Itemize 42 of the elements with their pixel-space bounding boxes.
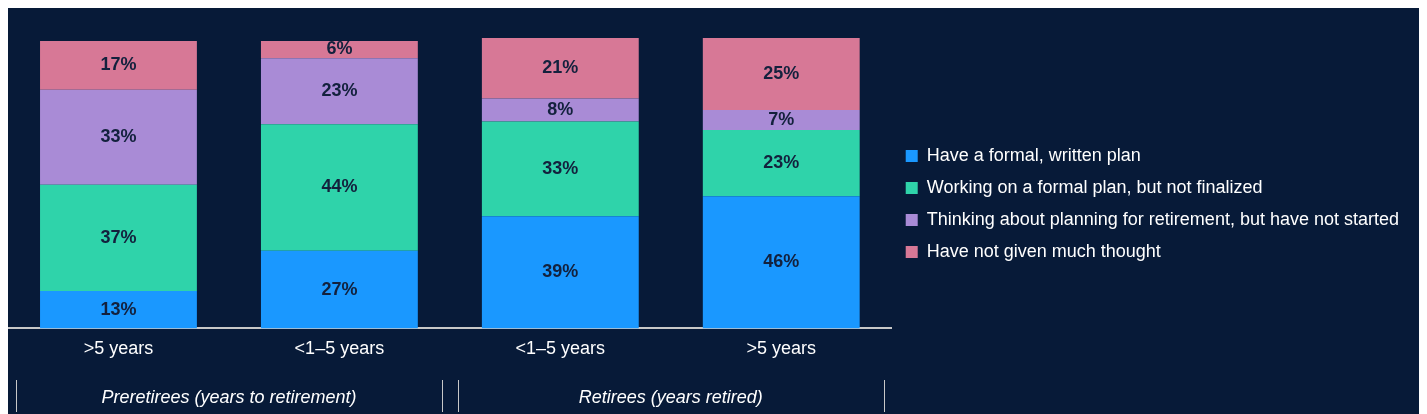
legend-label: Working on a formal plan, but not finalized bbox=[926, 176, 1263, 197]
x-tick-label: >5 years bbox=[83, 338, 154, 359]
bar bbox=[40, 40, 197, 90]
x-tick-label: <1–5 years bbox=[515, 338, 606, 359]
bar bbox=[40, 291, 197, 329]
data-label: 13% bbox=[100, 298, 137, 319]
data-label: 23% bbox=[763, 152, 800, 173]
bar bbox=[481, 121, 639, 217]
data-label: 46% bbox=[763, 251, 800, 272]
data-label: 23% bbox=[321, 80, 358, 101]
data-label: 8% bbox=[547, 98, 574, 119]
bar bbox=[260, 124, 418, 251]
bar bbox=[702, 109, 860, 131]
bar bbox=[702, 38, 860, 110]
data-label: 21% bbox=[542, 57, 579, 78]
data-label: 33% bbox=[542, 157, 579, 178]
text: Preretirees (years to retirement) bbox=[101, 387, 357, 407]
bar bbox=[40, 184, 197, 292]
legend-label: Thinking about planning for retirement, but have not started bbox=[926, 208, 1400, 229]
bar bbox=[260, 40, 418, 59]
bar bbox=[702, 130, 860, 197]
text: Retirees (years retired) bbox=[578, 387, 763, 407]
data-label: 6% bbox=[326, 38, 353, 59]
data-label: 25% bbox=[763, 62, 800, 83]
bar bbox=[481, 216, 639, 329]
data-label: 44% bbox=[321, 176, 358, 197]
bar bbox=[260, 250, 418, 329]
data-label: 37% bbox=[100, 226, 137, 247]
data-label: 39% bbox=[542, 261, 579, 282]
x-tick-label: <1–5 years bbox=[294, 338, 385, 359]
data-label: 7% bbox=[768, 108, 795, 129]
bar bbox=[40, 89, 197, 185]
bar bbox=[702, 196, 860, 329]
data-label: 17% bbox=[100, 54, 137, 75]
bar bbox=[260, 58, 418, 125]
bar bbox=[481, 98, 639, 122]
legend-label: Have not given much thought bbox=[926, 240, 1161, 261]
x-tick-label: >5 years bbox=[746, 338, 817, 359]
bar bbox=[481, 38, 639, 99]
data-label: 27% bbox=[321, 278, 358, 299]
legend-label: Have a formal, written plan bbox=[926, 144, 1141, 165]
data-label: 33% bbox=[100, 126, 137, 147]
